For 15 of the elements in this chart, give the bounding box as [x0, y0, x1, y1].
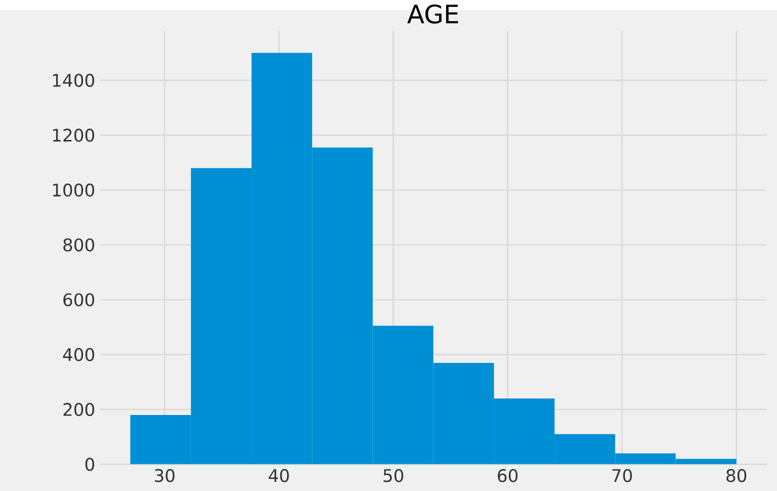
y-tick-label: 800: [63, 238, 94, 252]
x-tick-label: 30: [154, 469, 174, 482]
y-tick-label: 0: [85, 458, 94, 471]
x-tick-label: 60: [498, 469, 518, 482]
y-tick-label: 1200: [53, 128, 94, 142]
y-tick-label: 1400: [53, 74, 94, 87]
x-tick-label: 80: [726, 469, 746, 482]
x-tick-label: 70: [612, 469, 632, 482]
x-tick-label: 40: [268, 469, 289, 482]
y-tick-label: 600: [63, 293, 94, 306]
y-tick-label: 200: [63, 402, 94, 416]
x-tick-label: 50: [384, 469, 404, 482]
y-tick-label: 1000: [53, 184, 94, 197]
chart-title: AGE: [407, 4, 458, 24]
y-tick-label: 400: [63, 348, 94, 362]
